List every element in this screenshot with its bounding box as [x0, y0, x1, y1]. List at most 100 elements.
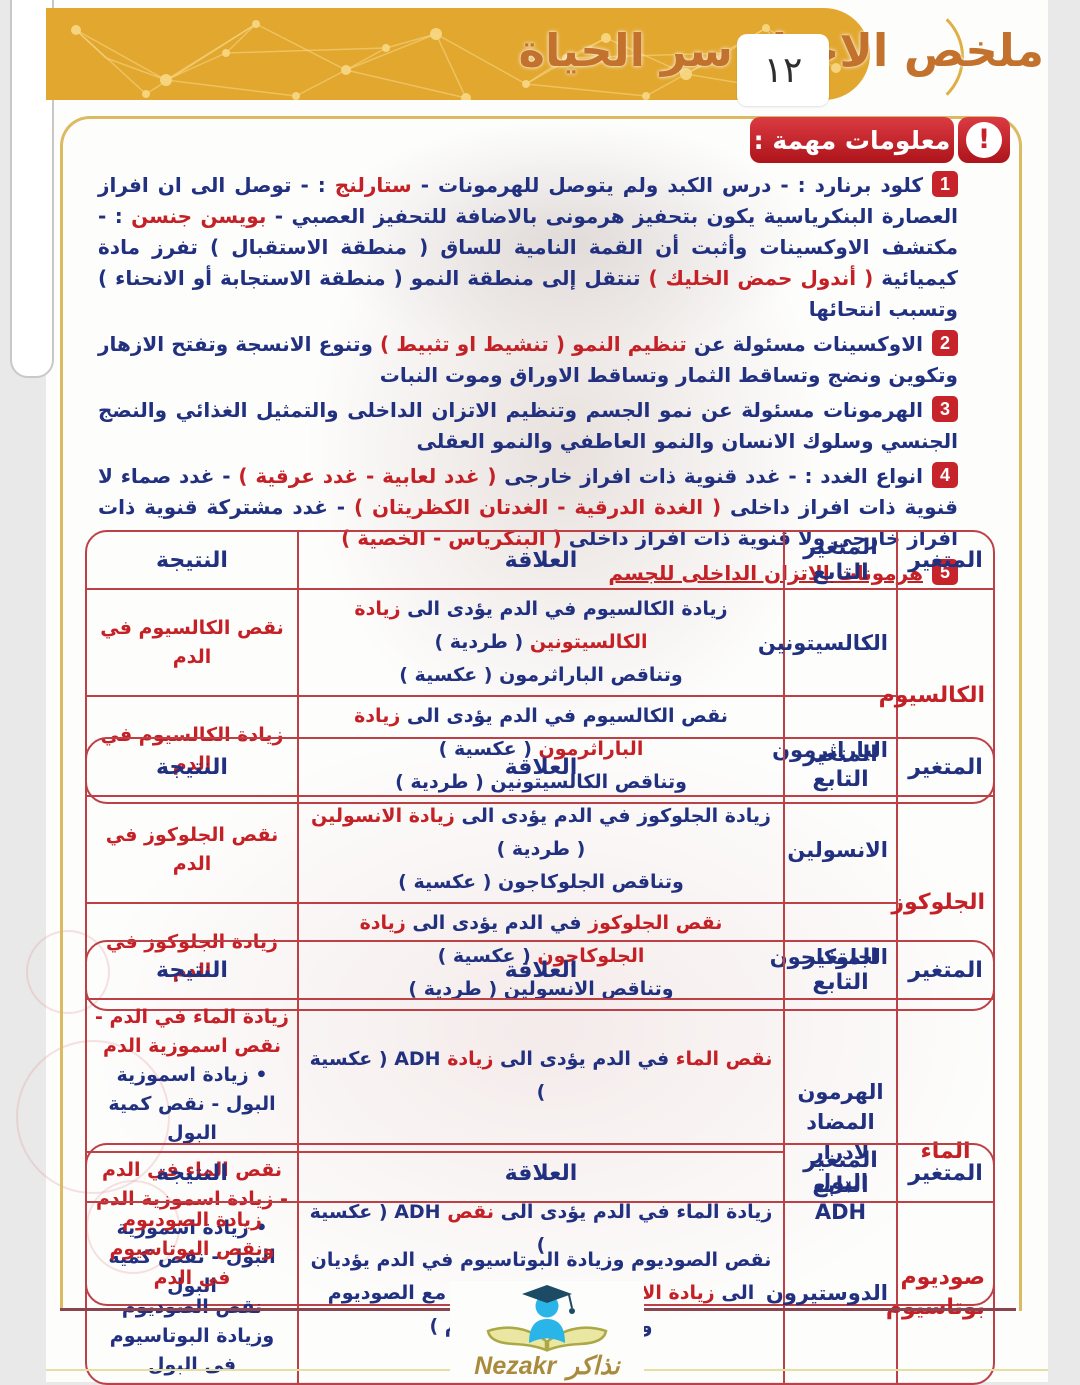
point-number-badge: 3: [932, 396, 958, 422]
relation-cell: زيادة الكالسيوم في الدم يؤدى الى زيادة ا…: [297, 588, 785, 697]
text-segment: نقص الكالسيوم في الدم: [100, 616, 284, 668]
table-row: الماء الهرمون المضاد لادرار البول ADH نقص …: [87, 998, 993, 1304]
dependent-cell: الانسولين: [783, 795, 898, 904]
text-segment: نقص الجلوكوز في الدم: [105, 823, 279, 875]
text-segment: تنتقل إلى منطقة النمو ( منطقة الاستجابة …: [98, 266, 958, 321]
text-segment: الهرمونات مسئولة عن نمو الجسم وتنظيم الا…: [98, 398, 958, 453]
table-header-dependent: المتغير التابع: [783, 739, 898, 797]
student-body: [529, 1319, 565, 1343]
hormone-table: المتغير المتغير التابع العلاقة النتيجة صوديو…: [87, 1145, 993, 1383]
table-sodium-potassium: المتغير المتغير التابع العلاقة النتيجة صوديو…: [85, 1143, 995, 1385]
table-header-relation: العلاقة: [297, 532, 785, 590]
relation-cell: زيادة الجلوكوز في الدم يؤدى الى زيادة ال…: [297, 795, 785, 904]
logo-graphic: [486, 1285, 608, 1352]
text-segment: ( أندول حمض الخليك ): [648, 266, 874, 290]
logo-text: نذاكر Nezakr: [472, 1351, 622, 1381]
table-header-variable: المتغير: [896, 532, 993, 590]
result-cell: نقص الجلوكوز في الدم: [87, 795, 299, 904]
text-segment: نقص الماء: [675, 1047, 773, 1070]
text-segment: نقص الجلوكوز: [588, 912, 723, 934]
text-segment: وتنوع الانسجة وتفتح الازهار وتكوين ونضج …: [98, 332, 958, 387]
table-header-dependent: المتغير التابع: [783, 1145, 898, 1203]
nezakr-logo: نذاكر Nezakr: [450, 1281, 644, 1381]
text-segment: زيادة الجلوكوز في الدم يؤدى الى: [454, 805, 771, 827]
text-segment: • زيادة اسموزية البول - نقص كمية البول: [108, 1064, 276, 1144]
info-point: 3الهرمونات مسئولة عن نمو الجسم وتنظيم ال…: [98, 395, 958, 457]
dependent-cell: الكالسيتونين: [758, 588, 898, 697]
text-segment: انواع الغدد : - غدد قنوية ذات افراز خارج…: [496, 464, 923, 488]
important-info-banner: معلومات مهمة : !: [750, 117, 1010, 163]
table-header-row: المتغير المتغير التابع العلاقة النتيجة: [87, 942, 993, 1000]
table-header-row: المتغير المتغير التابع العلاقة النتيجة: [87, 739, 993, 797]
table-header-relation: العلاقة: [297, 1145, 785, 1203]
table-header-dependent: المتغير التابع: [783, 942, 898, 1000]
text-segment: زيادة: [447, 1047, 494, 1070]
text-segment: ( غدد لعابية - غدد عرقية ): [238, 464, 497, 488]
text-segment: - غدد صماء لا قنوية ذات افراز داخلى: [98, 464, 958, 519]
text-segment: ستارلنج: [334, 173, 412, 197]
text-segment: بويسن جنسن: [131, 204, 267, 228]
result-cell: زيادة الصوديوم ونقص البوتاسيوم في الدم نق…: [87, 1201, 299, 1383]
text-segment: زيادة الماء في الدم - نقص اسموزية الدم: [95, 1006, 289, 1057]
page-number-tab: ١٢: [737, 34, 829, 106]
text-segment: تنظيم النمو ( تنشيط او تثبيط ): [380, 332, 687, 356]
text-segment: في الدم يؤدى الى: [493, 1047, 676, 1070]
cap-tassel-end: [569, 1308, 575, 1314]
cap-tassel: [568, 1294, 573, 1309]
info-point: 1 كلود برنارد : - درس الكبد ولم يتوصل لله…: [98, 170, 958, 325]
network-pattern: [71, 20, 841, 100]
result-cell: زيادة الماء في الدم - نقص اسموزية الدم • …: [87, 998, 299, 1153]
logo-latin-name: Nezakr: [474, 1352, 557, 1380]
relation-cell: نقص الماء في الدم يؤدى الى زيادة ADH ( ع…: [297, 998, 785, 1153]
table-header-variable: المتغير: [896, 1145, 993, 1203]
table-header-row: المتغير المتغير التابع العلاقة النتيجة: [87, 532, 993, 590]
point-number-badge: 2: [931, 330, 958, 356]
exclamation-icon-box: !: [958, 117, 1010, 163]
text-segment: : - توصل الى ان افراز العصارة البنكرياسي…: [98, 173, 958, 228]
dependent-cell: الدوستيرون: [766, 1201, 898, 1383]
table-header-variable: المتغير: [896, 942, 993, 1000]
text-segment: نقص الصوديوم وزيادة البوتاسيوم في الدم ي…: [310, 1248, 772, 1304]
logo-arabic-name: نذاكر: [566, 1351, 620, 1380]
hormone-table: المتغير المتغير التابع العلاقة النتيجة الكال…: [87, 532, 993, 802]
table-header-relation: العلاقة: [297, 942, 785, 1000]
exclamation-icon: !: [966, 122, 1002, 158]
table-header-variable: المتغير: [896, 739, 993, 797]
point-number-badge: 1: [932, 171, 958, 197]
text-segment: ( الغدة الدرقية - الغدتان الكظريتان ): [353, 495, 722, 519]
content-frame: [60, 116, 1022, 1311]
watermark-photo: [316, 120, 816, 360]
table-header-result: النتيجة: [87, 1145, 299, 1203]
point-number-badge: 4: [932, 462, 958, 488]
variable-cell: صوديوم بوتاسيوم: [886, 1201, 993, 1383]
graduation-cap-icon: [522, 1285, 572, 1303]
text-segment: نقص الكالسيوم في الدم يؤدى الى: [400, 705, 728, 727]
table-header-result: النتيجة: [87, 739, 299, 797]
document-page: ١٢ ملخص الاحياء سر الحياة معلومات مهمة :…: [16, 0, 1048, 1385]
text-segment: زيادة الصوديوم ونقص البوتاسيوم في الدم: [109, 1209, 275, 1289]
text-segment: زيادة الكالسيوم في الدم يؤدى الى: [400, 598, 728, 620]
header-arc-decoration: [852, 2, 964, 112]
text-segment: وتناقص الجلوكاجون ( عكسية ): [398, 871, 684, 893]
text-segment: نقص الصوديوم وزيادة البوتاسيوم فى البول: [109, 1296, 275, 1376]
text-segment: وتناقص الباراثرمون ( عكسية ): [399, 664, 683, 686]
info-point: 2 الاوكسينات مسئولة عن تنظيم النمو ( تنشي…: [98, 329, 958, 391]
text-segment: ( طردية ): [496, 838, 586, 860]
table-header-relation: العلاقة: [297, 739, 785, 797]
important-info-label: معلومات مهمة :: [750, 117, 954, 163]
text-segment: في الدم يؤدى الى: [405, 912, 589, 934]
table-header-result: النتيجة: [87, 532, 299, 590]
text-segment: ( طردية ): [434, 631, 530, 653]
text-segment: الاوكسينات مسئولة عن: [686, 332, 923, 356]
table-header-row: المتغير المتغير التابع العلاقة النتيجة: [87, 1145, 993, 1203]
text-segment: كلود برنارد : - درس الكبد ولم يتوصل للهر…: [411, 173, 923, 197]
table-header-dependent: المتغير التابع: [783, 532, 898, 590]
text-segment: زيادة الكالسيتونين: [354, 598, 648, 653]
page-number: ١٢: [763, 49, 803, 91]
result-cell: نقص الكالسيوم في الدم: [87, 588, 299, 697]
table-row: الكالسيوم الكالسيتونين زيادة الكالسيوم في …: [87, 588, 993, 802]
header-gold-banner: [46, 8, 870, 100]
text-segment: زيادة الانسولين: [311, 805, 455, 827]
text-segment: ADH ( عكسية ): [309, 1047, 546, 1103]
text-segment: : - مكتشف الاوكسينات وأثبت أن القمة النا…: [98, 204, 958, 290]
